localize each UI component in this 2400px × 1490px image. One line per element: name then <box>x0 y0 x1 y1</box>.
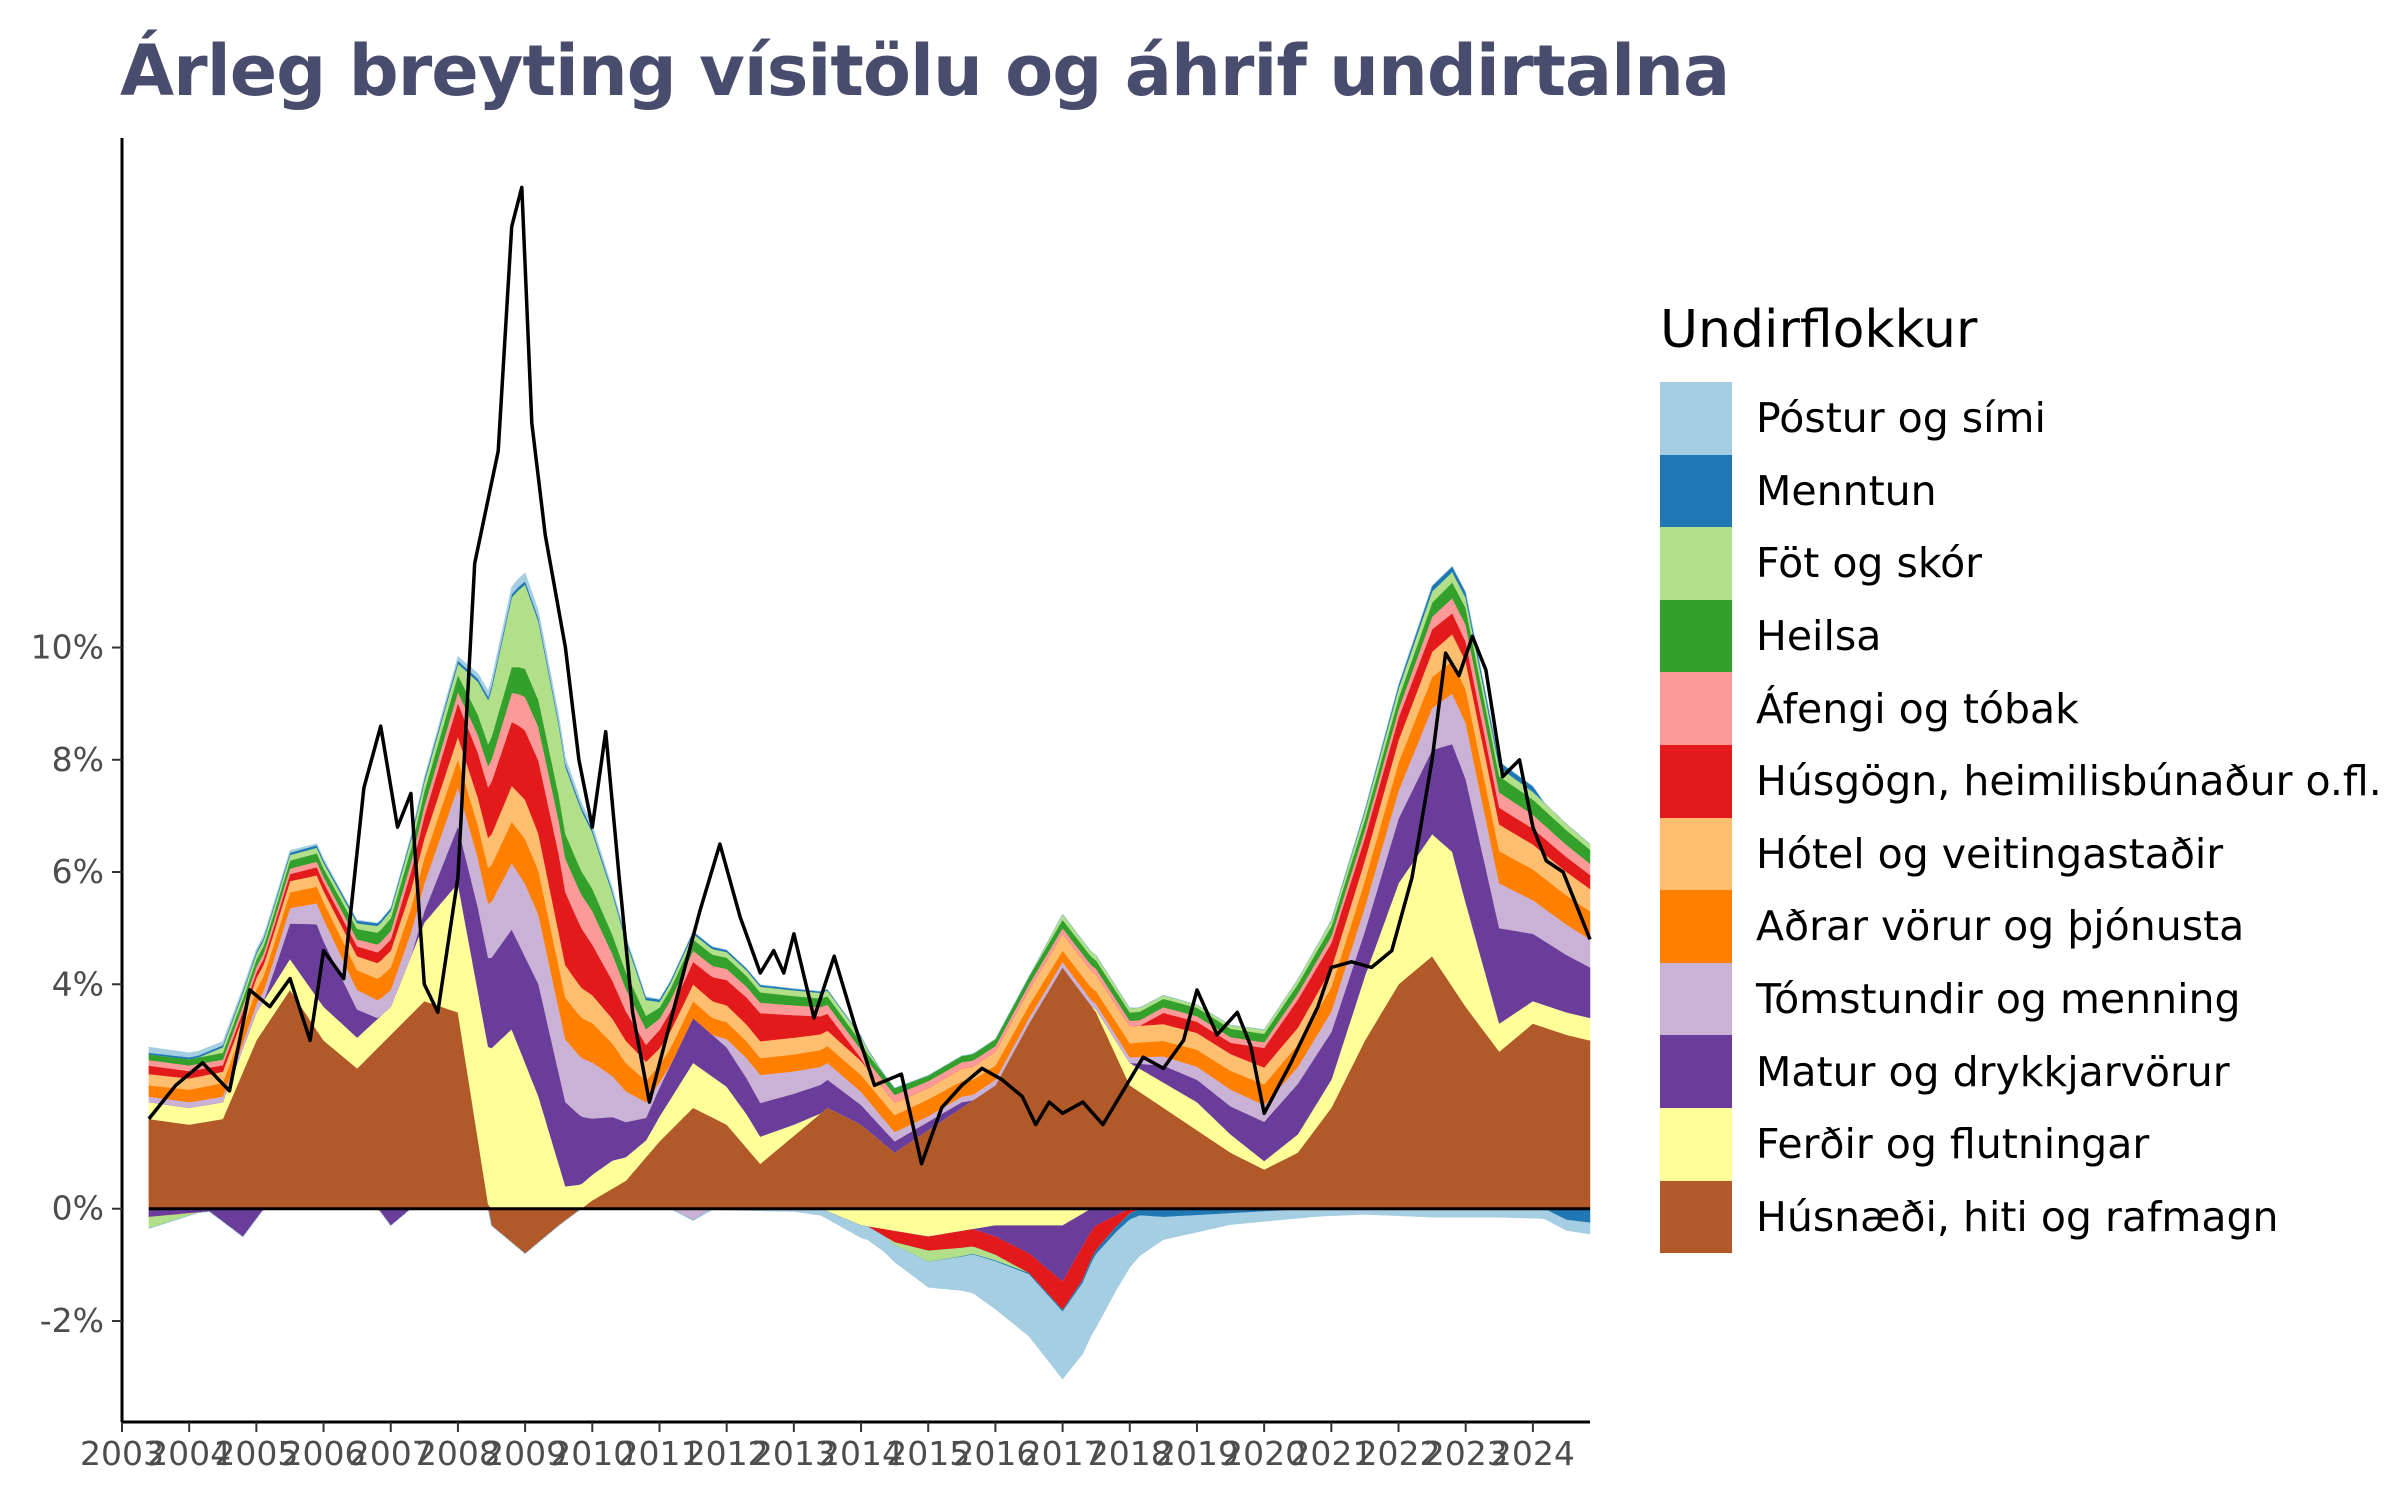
legend-label: Ferðir og flutningar <box>1756 1120 2150 1169</box>
x-tick-label: 2003 <box>80 1434 164 1473</box>
legend-label: Matur og drykkjarvörur <box>1756 1047 2230 1096</box>
y-axis-ticks: -2% 0% 4% 6% 8% 10% <box>31 628 122 1340</box>
x-tick-label: 2005 <box>214 1434 298 1473</box>
legend-label: Húsnæði, hiti og rafmagn <box>1756 1192 2279 1241</box>
legend-swatch <box>1660 454 1732 528</box>
legend-items: Póstur og sími Menntun Föt og skór Heilsa Áf… <box>1660 382 2382 1254</box>
total-line <box>147 185 1592 1166</box>
legend-label: Aðrar vörur og þjónusta <box>1756 902 2245 951</box>
legend-item: Póstur og sími <box>1660 382 2382 455</box>
legend-swatch <box>1660 890 1732 963</box>
x-tick-label: 2014 <box>819 1434 903 1473</box>
legend-swatch <box>1660 1180 1732 1254</box>
legend-item: Hótel og veitingastaðir <box>1660 817 2382 891</box>
x-tick-label: 2008 <box>416 1434 500 1473</box>
legend-swatch <box>1660 817 1732 891</box>
x-tick-label: 2022 <box>1357 1434 1441 1473</box>
legend-item: Menntun <box>1660 454 2382 528</box>
legend-swatch <box>1660 672 1732 745</box>
legend-item: Ferðir og flutningar <box>1660 1107 2382 1181</box>
x-tick-label: 2018 <box>1088 1434 1172 1473</box>
y-tick-label: 0% <box>52 1189 104 1228</box>
legend-item: Föt og skór <box>1660 527 2382 600</box>
legend-swatch <box>1660 382 1732 455</box>
y-tick-label: 8% <box>52 740 104 779</box>
legend-item: Tómstundir og menning <box>1660 962 2382 1036</box>
legend-label: Hótel og veitingastaðir <box>1756 829 2224 878</box>
legend-item: Áfengi og tóbak <box>1660 672 2382 745</box>
legend-label: Menntun <box>1756 466 1937 515</box>
x-tick-label: 2006 <box>282 1434 366 1473</box>
legend-swatch <box>1660 962 1732 1036</box>
x-tick-label: 2019 <box>1155 1434 1239 1473</box>
chart-title: Árleg breyting vísitölu og áhrif undirta… <box>120 30 1730 112</box>
area-postur-og-simi-neg <box>148 1208 1591 1380</box>
legend-swatch <box>1660 599 1732 673</box>
legend-title: Undirflokkur <box>1660 300 1978 360</box>
legend-swatch <box>1660 527 1732 600</box>
legend-swatch <box>1660 744 1732 818</box>
x-tick-label: 2007 <box>349 1434 433 1473</box>
legend-item: Aðrar vörur og þjónusta <box>1660 890 2382 963</box>
legend-label: Tómstundir og menning <box>1756 975 2241 1024</box>
legend-swatch <box>1660 1035 1732 1108</box>
x-tick-label: 2009 <box>483 1434 567 1473</box>
x-tick-label: 2004 <box>147 1434 231 1473</box>
x-tick-label: 2023 <box>1424 1434 1508 1473</box>
legend: Undirflokkur Póstur og sími Menntun Föt og… <box>1660 300 2382 1254</box>
y-tick-label: -2% <box>40 1301 104 1340</box>
x-tick-label: 2015 <box>886 1434 970 1473</box>
x-tick-label: 2020 <box>1222 1434 1306 1473</box>
total-index-line <box>147 185 1592 1166</box>
legend-label: Húsgögn, heimilisbúnaður o.fl. <box>1756 757 2382 806</box>
y-tick-label: 10% <box>31 628 104 667</box>
legend-label: Áfengi og tóbak <box>1756 684 2079 733</box>
legend-label: Föt og skór <box>1756 539 1983 588</box>
legend-swatch <box>1660 1107 1732 1181</box>
legend-label: Póstur og sími <box>1756 394 2046 443</box>
plot-area <box>148 565 1591 1380</box>
x-tick-label: 2010 <box>550 1434 634 1473</box>
x-tick-label: 2012 <box>685 1434 769 1473</box>
legend-item: Húsnæði, hiti og rafmagn <box>1660 1180 2382 1254</box>
y-tick-label: 4% <box>52 964 104 1003</box>
x-tick-label: 2013 <box>752 1434 836 1473</box>
x-axis-ticks: 2003200420052006200720082009201020112012… <box>80 1422 1575 1473</box>
legend-item: Heilsa <box>1660 599 2382 673</box>
x-tick-label: 2011 <box>617 1434 701 1473</box>
x-tick-label: 2016 <box>953 1434 1037 1473</box>
x-tick-label: 2024 <box>1491 1434 1575 1473</box>
x-tick-label: 2017 <box>1021 1434 1105 1473</box>
x-tick-label: 2021 <box>1289 1434 1373 1473</box>
legend-label: Heilsa <box>1756 612 1882 661</box>
legend-item: Húsgögn, heimilisbúnaður o.fl. <box>1660 744 2382 818</box>
y-tick-label: 6% <box>52 852 104 891</box>
legend-item: Matur og drykkjarvörur <box>1660 1035 2382 1108</box>
